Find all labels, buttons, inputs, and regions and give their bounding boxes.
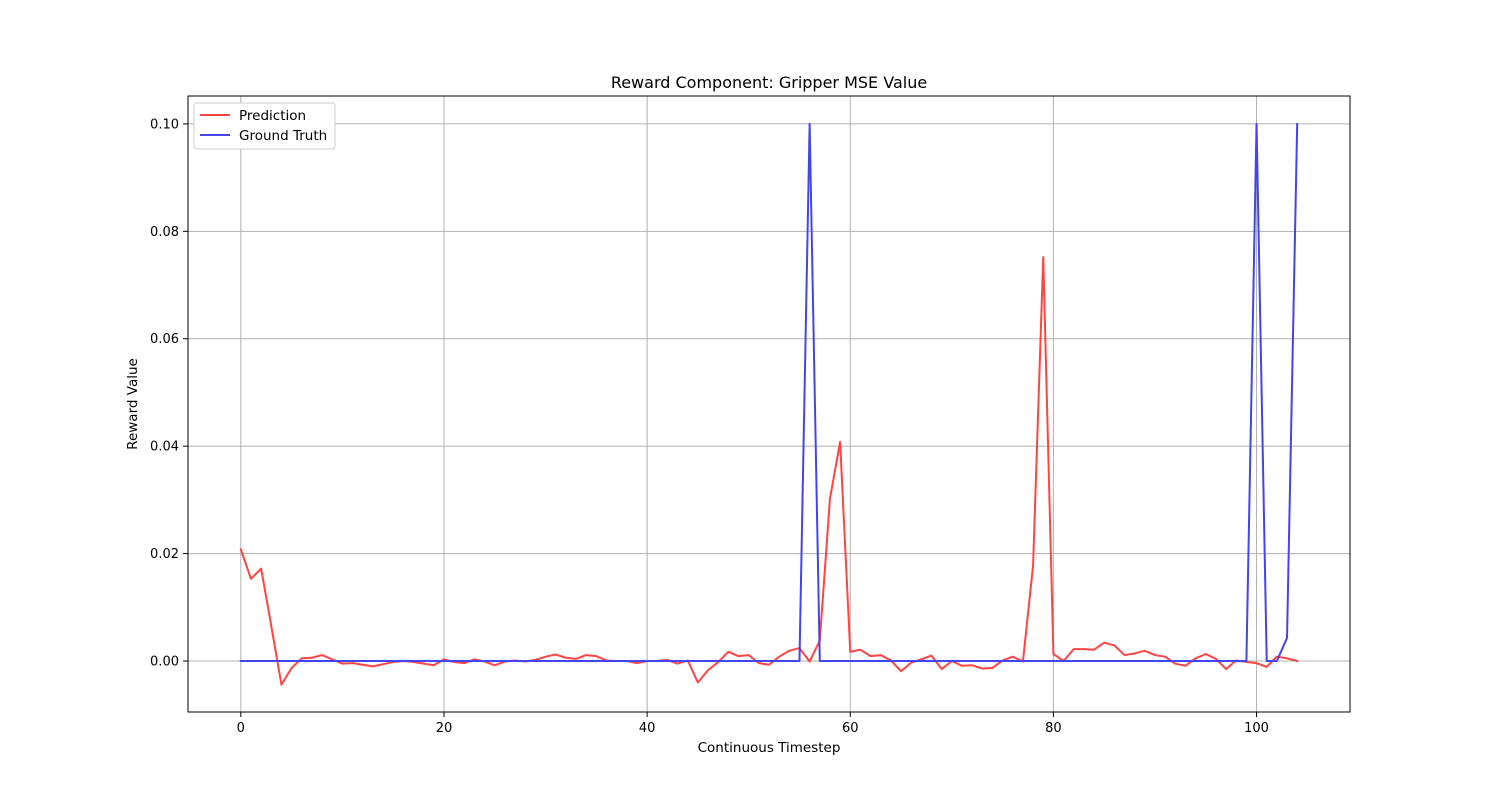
x-tick-label: 100 (1244, 721, 1269, 736)
legend: Prediction Ground Truth (193, 102, 336, 150)
y-axis-label: Reward Value (125, 358, 141, 450)
x-tick-label: 40 (639, 721, 656, 736)
y-tick-label: 0.10 (150, 117, 179, 132)
axis-ticks: 0 20 40 60 80 100 0.00 0.02 0.04 0.06 0.08 0.10 (150, 117, 1269, 736)
x-tick-label: 80 (1045, 721, 1062, 736)
x-tick-label: 20 (436, 721, 453, 736)
x-tick-label: 0 (237, 721, 245, 736)
y-tick-label: 0.06 (150, 332, 179, 347)
chart-title: Reward Component: Gripper MSE Value (611, 73, 927, 92)
y-tick-label: 0.00 (150, 654, 179, 669)
x-tick-label: 60 (842, 721, 859, 736)
y-tick-label: 0.02 (150, 547, 179, 562)
legend-label-prediction: Prediction (239, 108, 306, 124)
y-tick-label: 0.04 (150, 440, 179, 455)
legend-label-ground-truth: Ground Truth (239, 128, 327, 144)
series-line-ground-truth (239, 122, 1299, 662)
x-axis-label: Continuous Timestep (698, 740, 841, 756)
plot-area-frame (187, 95, 1351, 713)
series-lines (239, 122, 1299, 686)
series-line-prediction (239, 256, 1299, 686)
y-tick-label: 0.08 (150, 225, 179, 240)
